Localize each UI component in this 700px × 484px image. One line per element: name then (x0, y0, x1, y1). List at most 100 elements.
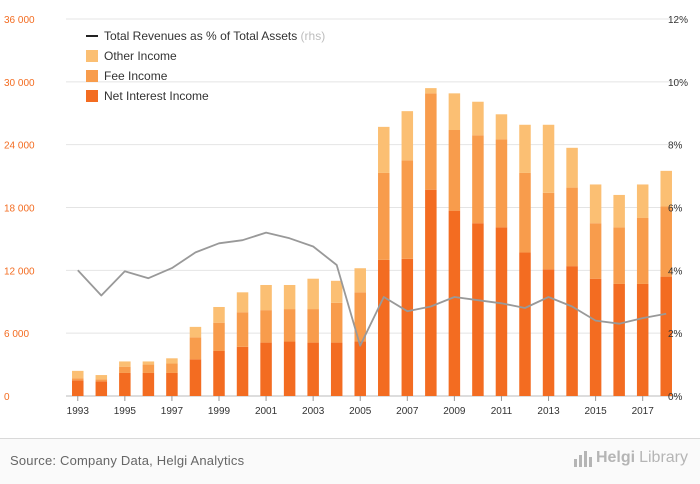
bar-fee-income-2006 (378, 173, 390, 260)
revenue-ratio-line (78, 233, 666, 346)
bar-fee-income-2003 (307, 309, 319, 343)
bar-other-income-2015 (590, 184, 602, 223)
x-tick-label: 2005 (349, 406, 372, 417)
bar-fee-income-2011 (496, 139, 508, 227)
logo-bars-icon (574, 449, 592, 467)
bar-net-interest-income-2002 (284, 342, 296, 396)
bar-fee-income-2000 (237, 312, 249, 347)
bar-net-interest-income-2012 (519, 253, 531, 396)
bar-net-interest-income-2017 (637, 284, 649, 396)
x-tick-label: 2007 (396, 406, 419, 417)
bar-fee-income-2004 (331, 303, 343, 343)
bar-fee-income-1993 (72, 378, 84, 380)
bar-other-income-2009 (449, 93, 461, 130)
bar-net-interest-income-2010 (472, 223, 484, 396)
x-tick-label: 2015 (584, 406, 607, 417)
bar-other-income-2005 (354, 268, 366, 292)
bar-net-interest-income-2008 (425, 190, 437, 396)
bar-other-income-1995 (119, 361, 131, 366)
y-right-tick-label: 0% (668, 392, 683, 403)
bar-other-income-2008 (425, 88, 437, 93)
bar-net-interest-income-1997 (166, 373, 178, 396)
bar-other-income-2013 (543, 125, 555, 193)
bar-net-interest-income-2003 (307, 343, 319, 396)
logo-brand-part2: Library (639, 449, 688, 467)
bar-fee-income-2008 (425, 93, 437, 189)
bar-net-interest-income-2004 (331, 343, 343, 396)
bar-fee-income-2010 (472, 135, 484, 223)
x-tick-label: 2009 (443, 406, 466, 417)
y-left-tick-label: 36 000 (4, 15, 35, 26)
legend-label: Fee Income (104, 69, 168, 83)
x-tick-label: 2013 (537, 406, 560, 417)
legend-label: Net Interest Income (104, 89, 209, 103)
bar-other-income-1994 (96, 375, 108, 379)
bar-fee-income-1996 (143, 365, 155, 373)
bar-net-interest-income-2001 (260, 343, 272, 396)
bar-fee-income-2009 (449, 130, 461, 211)
x-tick-label: 2017 (632, 406, 655, 417)
x-tick-label: 1993 (67, 406, 90, 417)
bar-fee-income-2014 (566, 188, 578, 267)
bar-other-income-2001 (260, 285, 272, 310)
bar-other-income-2017 (637, 184, 649, 218)
bar-fee-income-2015 (590, 223, 602, 279)
bar-net-interest-income-2016 (613, 284, 625, 396)
bar-net-interest-income-1999 (213, 351, 225, 396)
bar-net-interest-income-2009 (449, 211, 461, 396)
bar-net-interest-income-1993 (72, 380, 84, 396)
bar-other-income-1997 (166, 358, 178, 363)
bar-other-income-1999 (213, 307, 225, 323)
bar-net-interest-income-2000 (237, 347, 249, 396)
bar-other-income-2018 (660, 171, 672, 207)
line-total-revenues-pct-assets (78, 233, 666, 346)
bar-net-interest-income-1994 (96, 381, 108, 396)
source-note: Source: Company Data, Helgi Analytics (10, 453, 244, 468)
x-tick-label: 2003 (302, 406, 325, 417)
x-tick-label: 2011 (491, 406, 513, 417)
x-tick-label: 2001 (255, 406, 278, 417)
bar-net-interest-income-2005 (354, 342, 366, 396)
bar-fee-income-1994 (96, 379, 108, 381)
bar-other-income-2006 (378, 127, 390, 173)
x-tick-label: 1997 (161, 406, 184, 417)
bar-fee-income-1997 (166, 364, 178, 373)
y-right-tick-label: 10% (668, 78, 688, 89)
bar-fee-income-2012 (519, 173, 531, 253)
legend-color-swatch (86, 50, 98, 62)
legend-color-swatch (86, 90, 98, 102)
y-right-tick-label: 4% (668, 266, 683, 277)
bar-other-income-1993 (72, 371, 84, 378)
bar-net-interest-income-1996 (143, 373, 155, 396)
legend: Total Revenues as % of Total Assets (rhs… (86, 29, 325, 103)
bar-fee-income-2007 (402, 160, 414, 258)
bar-fee-income-1998 (190, 337, 202, 359)
bar-net-interest-income-2011 (496, 227, 508, 396)
legend-label: Other Income (104, 49, 177, 63)
legend-rhs-note: (rhs) (297, 29, 325, 43)
bar-fee-income-1995 (119, 367, 131, 373)
x-tick-label: 1999 (208, 406, 231, 417)
bar-other-income-2014 (566, 148, 578, 188)
bar-net-interest-income-2015 (590, 279, 602, 396)
bar-other-income-2007 (402, 111, 414, 160)
bar-other-income-2004 (331, 281, 343, 303)
bar-fee-income-2013 (543, 193, 555, 269)
bar-net-interest-income-2013 (543, 269, 555, 396)
bar-net-interest-income-1998 (190, 359, 202, 396)
bar-net-interest-income-2014 (566, 266, 578, 396)
bar-fee-income-1999 (213, 323, 225, 351)
bar-other-income-2000 (237, 292, 249, 312)
bars (72, 88, 672, 396)
bar-other-income-2012 (519, 125, 531, 173)
footer: Source: Company Data, Helgi Analytics He… (0, 438, 700, 484)
x-tick-label: 1995 (114, 406, 137, 417)
y-left-tick-label: 24 000 (4, 141, 35, 152)
legend-color-swatch (86, 70, 98, 82)
bar-other-income-1996 (143, 361, 155, 364)
bar-fee-income-2017 (637, 218, 649, 284)
bar-other-income-2016 (613, 195, 625, 227)
bar-net-interest-income-2006 (378, 260, 390, 396)
bar-net-interest-income-1995 (119, 373, 131, 396)
bar-net-interest-income-2007 (402, 259, 414, 396)
